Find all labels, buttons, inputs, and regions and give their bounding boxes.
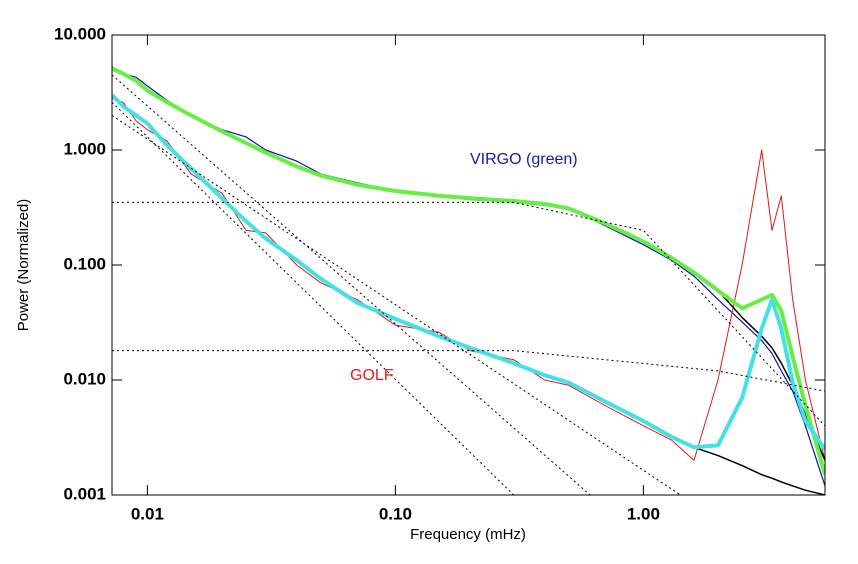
spectrum-line [112,67,825,461]
component-line [112,350,825,392]
y-tick-label: 0.001 [63,484,106,503]
component-line [112,101,515,495]
component-line [112,201,825,427]
annotation: VIRGO (green) [470,151,578,168]
annotation: GOLF [350,367,394,384]
x-tick-label: 1.00 [627,504,660,523]
y-tick-label: 1.000 [63,139,106,158]
x-tick-label: 0.01 [131,504,164,523]
y-tick-label: 0.100 [63,254,106,273]
plot-area [112,66,825,495]
y-axis-title: Power (Normalized) [15,199,32,332]
spectrum-line [112,98,825,461]
spectrum-line [112,93,825,451]
x-axis-title: Frequency (mHz) [410,526,526,543]
component-line [112,114,681,495]
axes-frame [111,34,826,496]
spectrum-line [112,94,825,495]
y-tick-label: 0.010 [63,369,106,388]
component-line [112,74,591,495]
spectrum-line [112,66,825,476]
x-tick-label: 0.10 [379,504,412,523]
y-tick-label: 10.000 [54,24,106,43]
